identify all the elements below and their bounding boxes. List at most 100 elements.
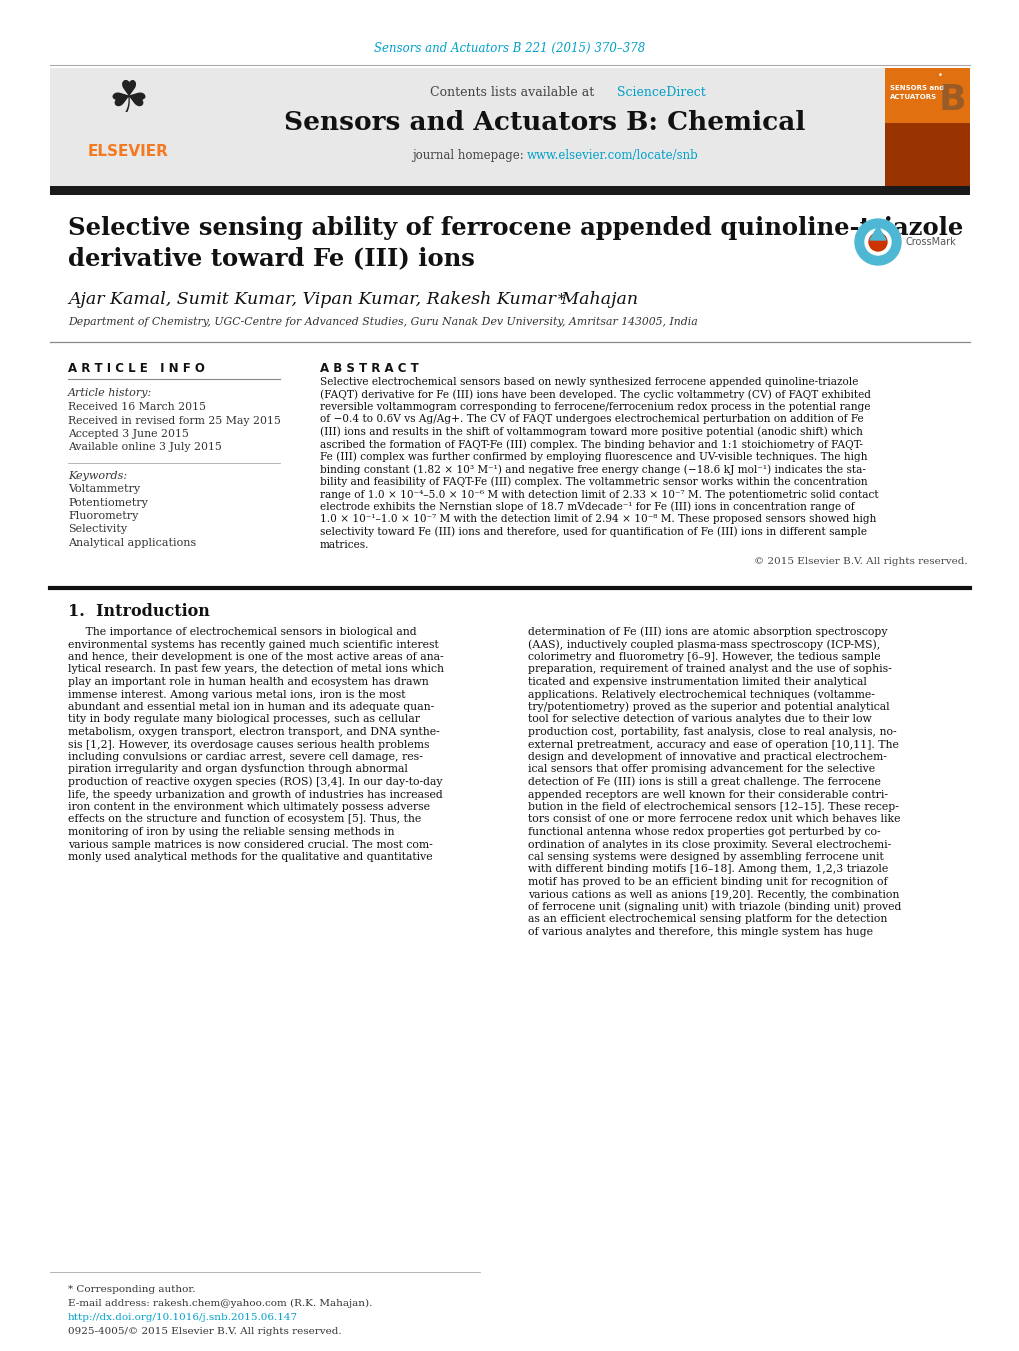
Text: production of reactive oxygen species (ROS) [3,4]. In our day-to-day: production of reactive oxygen species (R… (68, 777, 442, 788)
Text: life, the speedy urbanization and growth of industries has increased: life, the speedy urbanization and growth… (68, 789, 442, 800)
Bar (50, 68, 205, 186)
Text: CrossMark: CrossMark (905, 236, 956, 247)
Text: tors consist of one or more ferrocene redox unit which behaves like: tors consist of one or more ferrocene re… (528, 815, 900, 824)
Text: http://dx.doi.org/10.1016/j.snb.2015.06.147: http://dx.doi.org/10.1016/j.snb.2015.06.… (68, 1313, 298, 1321)
Text: Received 16 March 2015: Received 16 March 2015 (68, 403, 206, 412)
Text: •: • (936, 70, 942, 80)
Text: ticated and expensive instrumentation limited their analytical: ticated and expensive instrumentation li… (528, 677, 866, 688)
Text: piration irregularity and organ dysfunction through abnormal: piration irregularity and organ dysfunct… (68, 765, 408, 774)
Text: play an important role in human health and ecosystem has drawn: play an important role in human health a… (68, 677, 428, 688)
Text: of −0.4 to 0.6V vs Ag/Ag+. The CV of FAQT undergoes electrochemical perturbation: of −0.4 to 0.6V vs Ag/Ag+. The CV of FAQ… (320, 415, 863, 424)
Text: of ferrocene unit (signaling unit) with triazole (binding unit) proved: of ferrocene unit (signaling unit) with … (528, 901, 901, 912)
Text: SENSORS and: SENSORS and (890, 85, 944, 91)
Text: *: * (557, 293, 565, 307)
Text: 1.0 × 10⁻¹–1.0 × 10⁻⁷ M with the detection limit of 2.94 × 10⁻⁸ M. These propose: 1.0 × 10⁻¹–1.0 × 10⁻⁷ M with the detecti… (320, 515, 875, 524)
Text: cal sensing systems were designed by assembling ferrocene unit: cal sensing systems were designed by ass… (528, 852, 882, 862)
Text: Selective sensing ability of ferrocene appended quinoline-triazole: Selective sensing ability of ferrocene a… (68, 216, 962, 240)
Text: range of 1.0 × 10⁻⁴–5.0 × 10⁻⁶ M with detection limit of 2.33 × 10⁻⁷ M. The pote: range of 1.0 × 10⁻⁴–5.0 × 10⁻⁶ M with de… (320, 489, 877, 500)
Text: (FAQT) derivative for Fe (III) ions have been developed. The cyclic voltammetry : (FAQT) derivative for Fe (III) ions have… (320, 389, 870, 400)
Text: Voltammetry: Voltammetry (68, 484, 140, 494)
Text: abundant and essential metal ion in human and its adequate quan-: abundant and essential metal ion in huma… (68, 703, 434, 712)
Text: various cations as well as anions [19,20]. Recently, the combination: various cations as well as anions [19,20… (528, 889, 899, 900)
Circle shape (854, 219, 900, 265)
Text: of various analytes and therefore, this mingle system has huge: of various analytes and therefore, this … (528, 927, 872, 938)
Bar (205, 68, 884, 186)
Text: Accepted 3 June 2015: Accepted 3 June 2015 (68, 430, 189, 439)
Text: Department of Chemistry, UGC-Centre for Advanced Studies, Guru Nanak Dev Univers: Department of Chemistry, UGC-Centre for … (68, 317, 697, 327)
Text: Potentiometry: Potentiometry (68, 497, 148, 508)
Text: monly used analytical methods for the qualitative and quantitative: monly used analytical methods for the qu… (68, 852, 432, 862)
Text: Selective electrochemical sensors based on newly synthesized ferrocene appended : Selective electrochemical sensors based … (320, 377, 858, 386)
Text: effects on the structure and function of ecosystem [5]. Thus, the: effects on the structure and function of… (68, 815, 421, 824)
Text: Received in revised form 25 May 2015: Received in revised form 25 May 2015 (68, 416, 280, 426)
Text: ascribed the formation of FAQT-Fe (III) complex. The binding behavior and 1:1 st: ascribed the formation of FAQT-Fe (III) … (320, 439, 862, 450)
Text: try/potentiometry) proved as the superior and potential analytical: try/potentiometry) proved as the superio… (528, 701, 889, 712)
Text: Analytical applications: Analytical applications (68, 538, 196, 549)
Text: (AAS), inductively coupled plasma-mass spectroscopy (ICP-MS),: (AAS), inductively coupled plasma-mass s… (528, 639, 879, 650)
Text: production cost, portability, fast analysis, close to real analysis, no-: production cost, portability, fast analy… (528, 727, 896, 738)
Text: bility and feasibility of FAQT-Fe (III) complex. The voltammetric sensor works w: bility and feasibility of FAQT-Fe (III) … (320, 477, 867, 488)
Text: * Corresponding author.: * Corresponding author. (68, 1286, 196, 1294)
Text: (III) ions and results in the shift of voltammogram toward more positive potenti: (III) ions and results in the shift of v… (320, 427, 862, 438)
Text: as an efficient electrochemical sensing platform for the detection: as an efficient electrochemical sensing … (528, 915, 887, 924)
Text: ical sensors that offer promising advancement for the selective: ical sensors that offer promising advanc… (528, 765, 874, 774)
Text: and hence, their development is one of the most active areas of ana-: and hence, their development is one of t… (68, 653, 443, 662)
Text: electrode exhibits the Nernstian slope of 18.7 mVdecade⁻¹ for Fe (III) ions in c: electrode exhibits the Nernstian slope o… (320, 501, 854, 512)
Text: applications. Relatively electrochemical techniques (voltamme-: applications. Relatively electrochemical… (528, 689, 874, 700)
Circle shape (864, 230, 891, 255)
Text: journal homepage:: journal homepage: (412, 149, 527, 162)
Text: detection of Fe (III) ions is still a great challenge. The ferrocene: detection of Fe (III) ions is still a gr… (528, 777, 880, 788)
Text: binding constant (1.82 × 10³ M⁻¹) and negative free energy change (−18.6 kJ mol⁻: binding constant (1.82 × 10³ M⁻¹) and ne… (320, 465, 865, 474)
Text: Sensors and Actuators B 221 (2015) 370–378: Sensors and Actuators B 221 (2015) 370–3… (374, 42, 645, 54)
Text: reversible voltammogram corresponding to ferrocene/ferrocenium redox process in : reversible voltammogram corresponding to… (320, 403, 869, 412)
Text: Contents lists available at: Contents lists available at (430, 85, 598, 99)
Text: A R T I C L E   I N F O: A R T I C L E I N F O (68, 362, 205, 374)
Text: motif has proved to be an efficient binding unit for recognition of: motif has proved to be an efficient bind… (528, 877, 887, 888)
Text: immense interest. Among various metal ions, iron is the most: immense interest. Among various metal io… (68, 689, 406, 700)
Text: lytical research. In past few years, the detection of metal ions which: lytical research. In past few years, the… (68, 665, 443, 674)
Text: monitoring of iron by using the reliable sensing methods in: monitoring of iron by using the reliable… (68, 827, 394, 838)
Text: Selectivity: Selectivity (68, 524, 127, 535)
Text: with different binding motifs [16–18]. Among them, 1,2,3 triazole: with different binding motifs [16–18]. A… (528, 865, 888, 874)
Text: design and development of innovative and practical electrochem-: design and development of innovative and… (528, 753, 886, 762)
Bar (884, 68, 969, 123)
Text: derivative toward Fe (III) ions: derivative toward Fe (III) ions (68, 246, 475, 270)
Text: ELSEVIER: ELSEVIER (88, 145, 168, 159)
Polygon shape (869, 226, 886, 240)
Text: © 2015 Elsevier B.V. All rights reserved.: © 2015 Elsevier B.V. All rights reserved… (754, 557, 967, 566)
Text: The importance of electrochemical sensors in biological and: The importance of electrochemical sensor… (68, 627, 416, 638)
Text: iron content in the environment which ultimately possess adverse: iron content in the environment which ul… (68, 802, 430, 812)
Text: Sensors and Actuators B: Chemical: Sensors and Actuators B: Chemical (284, 109, 805, 135)
Bar (50, 186, 969, 195)
Text: various sample matrices is now considered crucial. The most com-: various sample matrices is now considere… (68, 839, 432, 850)
Text: appended receptors are well known for their considerable contri-: appended receptors are well known for th… (528, 789, 888, 800)
Text: bution in the field of electrochemical sensors [12–15]. These recep-: bution in the field of electrochemical s… (528, 802, 898, 812)
Text: ACTUATORS: ACTUATORS (890, 95, 936, 100)
Text: Ajar Kamal, Sumit Kumar, Vipan Kumar, Rakesh Kumar Mahajan: Ajar Kamal, Sumit Kumar, Vipan Kumar, Ra… (68, 292, 638, 308)
Text: external pretreatment, accuracy and ease of operation [10,11]. The: external pretreatment, accuracy and ease… (528, 739, 898, 750)
Circle shape (868, 232, 887, 251)
Text: ordination of analytes in its close proximity. Several electrochemi-: ordination of analytes in its close prox… (528, 839, 891, 850)
Text: environmental systems has recently gained much scientific interest: environmental systems has recently gaine… (68, 639, 438, 650)
Text: ☘: ☘ (108, 78, 148, 122)
Text: Fe (III) complex was further confirmed by employing fluorescence and UV-visible : Fe (III) complex was further confirmed b… (320, 451, 866, 462)
Text: tity in body regulate many biological processes, such as cellular: tity in body regulate many biological pr… (68, 715, 420, 724)
Text: 1.  Introduction: 1. Introduction (68, 603, 210, 620)
Bar (884, 123, 969, 186)
Text: matrices.: matrices. (320, 539, 369, 550)
Bar (884, 68, 969, 186)
Text: preparation, requirement of trained analyst and the use of sophis-: preparation, requirement of trained anal… (528, 665, 891, 674)
Text: Available online 3 July 2015: Available online 3 July 2015 (68, 443, 222, 453)
Text: tool for selective detection of various analytes due to their low: tool for selective detection of various … (528, 715, 871, 724)
Text: functional antenna whose redox properties got perturbed by co-: functional antenna whose redox propertie… (528, 827, 879, 838)
Text: Article history:: Article history: (68, 388, 152, 399)
Text: www.elsevier.com/locate/snb: www.elsevier.com/locate/snb (527, 149, 698, 162)
Text: A B S T R A C T: A B S T R A C T (320, 362, 419, 374)
Text: colorimetry and fluorometry [6–9]. However, the tedious sample: colorimetry and fluorometry [6–9]. Howev… (528, 653, 879, 662)
Text: ScienceDirect: ScienceDirect (616, 85, 705, 99)
Text: B: B (937, 82, 965, 118)
Text: 0925-4005/© 2015 Elsevier B.V. All rights reserved.: 0925-4005/© 2015 Elsevier B.V. All right… (68, 1327, 341, 1336)
Text: including convulsions or cardiac arrest, severe cell damage, res-: including convulsions or cardiac arrest,… (68, 753, 422, 762)
Text: determination of Fe (III) ions are atomic absorption spectroscopy: determination of Fe (III) ions are atomi… (528, 627, 887, 638)
Text: metabolism, oxygen transport, electron transport, and DNA synthe-: metabolism, oxygen transport, electron t… (68, 727, 439, 738)
